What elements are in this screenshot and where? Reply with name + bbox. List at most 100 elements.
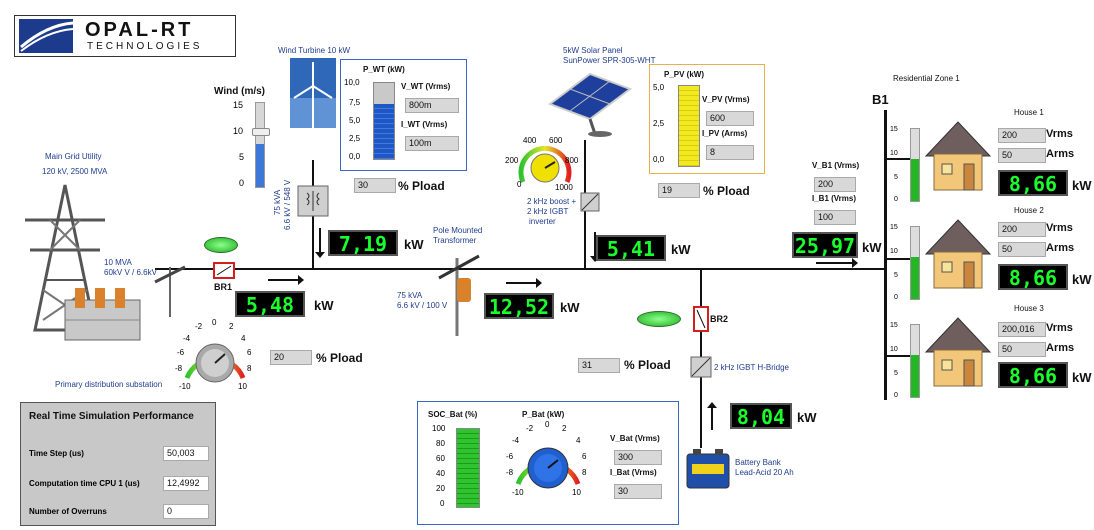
wind-transformer-icon[interactable] (297, 185, 329, 217)
grid-flow-arrow-icon (268, 275, 304, 285)
house-vrms-unit: Vrms (1046, 222, 1073, 234)
battery-knob-tick: -4 (512, 436, 520, 445)
solar-p-tick: 0,0 (653, 155, 665, 164)
irradiance-tick: 200 (505, 156, 519, 165)
solar-i-label: I_PV (Arms) (702, 129, 748, 138)
wind-flow-arrow-icon (315, 228, 325, 258)
substation-icon[interactable] (60, 280, 150, 350)
wind-p-bar (373, 82, 395, 160)
wind-slider-title: Wind (m/s) (214, 86, 266, 97)
wind-slider-handle[interactable] (252, 128, 270, 136)
house-3: 15 10 5 0 House 3 200,016 Vrms 50 Arms 8… (890, 302, 1094, 399)
br2-label: BR2 (710, 314, 729, 324)
house-gauge-tick: 10 (890, 150, 898, 157)
pole-transformer-title1: Pole Mounted (433, 226, 483, 235)
pole-transformer-icon[interactable] (435, 248, 483, 338)
b1-power-display: 25,97 (792, 232, 858, 258)
house1-feed (886, 158, 916, 160)
irradiance-tick: 400 (523, 136, 537, 145)
wind-v-value: 800m (405, 98, 459, 113)
grid-knob-tick: 6 (247, 348, 252, 357)
br2-indicator-led[interactable] (637, 311, 681, 327)
house-gauge: 15 10 5 0 (890, 126, 922, 203)
house-gauge-tick: 0 (894, 294, 898, 301)
solar-pload-value: 19 (658, 183, 700, 198)
wind-slider[interactable]: 15 10 5 0 (215, 100, 275, 190)
solar-i-value: 8 (706, 145, 754, 160)
house-gauge-bar (910, 324, 920, 398)
main-bus-line (155, 268, 885, 270)
grid-knob[interactable]: -2 0 2 -4 4 -6 6 -8 8 -10 10 (175, 318, 255, 394)
house-gauge-tick: 15 (890, 224, 898, 231)
house-vrms-unit: Vrms (1046, 322, 1073, 334)
soc-title: SOC_Bat (%) (428, 410, 478, 419)
house-gauge-tick: 0 (894, 392, 898, 399)
house-gauge-tick: 15 (890, 126, 898, 133)
battery-knob-tick: 0 (545, 420, 550, 429)
soc-tick: 100 (432, 424, 446, 433)
battery-knob-tick: -8 (506, 468, 514, 477)
main-grid-title: Main Grid Utility (45, 152, 102, 161)
grid-knob-tick: 2 (229, 322, 234, 331)
wind-i-value: 100m (405, 136, 459, 151)
wind-p-tick: 5,0 (349, 116, 361, 125)
battery-knob-tick: 8 (582, 468, 587, 477)
house-power-display: 8,66 (998, 264, 1068, 290)
wind-p-title: P_WT (kW) (363, 65, 405, 74)
br1-breaker[interactable] (213, 262, 235, 279)
irradiance-dial[interactable]: 400 600 200 800 0 1000 (505, 136, 585, 196)
house-gauge-tick: 15 (890, 322, 898, 329)
battery-icon[interactable] (684, 446, 732, 492)
house-gauge: 15 10 5 0 (890, 322, 922, 399)
wind-transformer-rating2: 6.6 kV / 548 V (283, 179, 292, 230)
solar-v-value: 600 (706, 111, 754, 126)
house2-feed (886, 258, 916, 260)
b1-flow-arrow-icon (816, 258, 858, 268)
wind-turbine-icon[interactable] (290, 58, 336, 128)
battery-pload-value: 31 (578, 358, 620, 373)
house-name: House 2 (1014, 206, 1044, 215)
grid-knob-tick: -8 (175, 364, 183, 373)
wind-v-label: V_WT (Vrms) (401, 82, 451, 91)
wind-power-display: 7,19 (328, 230, 398, 256)
battery-pload-unit: % Pload (624, 358, 671, 372)
soc-tick: 80 (436, 439, 445, 448)
solar-v-label: V_PV (Vrms) (702, 95, 750, 104)
solar-p-title: P_PV (kW) (664, 70, 705, 79)
battery-knob[interactable]: -2 0 2 -4 4 -6 6 -8 8 -10 10 (506, 420, 590, 502)
b1-i-label: I_B1 (Vrms) (812, 194, 857, 203)
battery-i-label: I_Bat (Vrms) (610, 468, 657, 477)
solar-inverter-icon[interactable] (580, 192, 600, 212)
grid-knob-tick: -4 (183, 334, 191, 343)
battery-knob-tick: -6 (506, 452, 514, 461)
br1-indicator-led[interactable] (204, 237, 238, 253)
wind-tick: 15 (233, 100, 244, 110)
battery-v-value: 300 (614, 450, 662, 465)
performance-panel: Real Time Simulation Performance Time St… (20, 402, 216, 526)
insulator-pole-icon (154, 265, 186, 317)
house-gauge-tick: 10 (890, 248, 898, 255)
breaker-switch-icon (696, 309, 706, 329)
wind-p-fill (374, 104, 394, 159)
irradiance-tick: 0 (517, 180, 522, 189)
logo-mark-icon (19, 19, 74, 53)
solar-title2: SunPower SPR-305-WHT (563, 56, 656, 65)
performance-title: Real Time Simulation Performance (29, 411, 194, 422)
grid-power-display: 5,48 (235, 291, 305, 317)
house-arms-unit: Arms (1046, 242, 1075, 254)
b1-title: B1 (872, 92, 889, 107)
br2-breaker[interactable] (693, 306, 709, 332)
wind-power-unit: kW (404, 237, 424, 252)
hbridge-icon[interactable] (690, 356, 712, 378)
solar-power-panel: P_PV (kW) 5,0 2,5 0,0 V_PV (Vrms) 600 I_… (649, 64, 765, 174)
house-arms-value: 50 (998, 148, 1046, 163)
house-power-unit: kW (1072, 178, 1092, 193)
house-gauge-tick: 5 (894, 272, 898, 279)
cpu-label: Computation time CPU 1 (us) (29, 479, 140, 488)
solar-panel-icon[interactable] (540, 64, 635, 139)
house-icon[interactable] (920, 214, 996, 292)
house-icon[interactable] (920, 312, 996, 390)
main-transformer-rating1: 10 MVA (104, 258, 132, 267)
house-vrms-value: 200 (998, 128, 1046, 143)
house-icon[interactable] (920, 116, 996, 194)
